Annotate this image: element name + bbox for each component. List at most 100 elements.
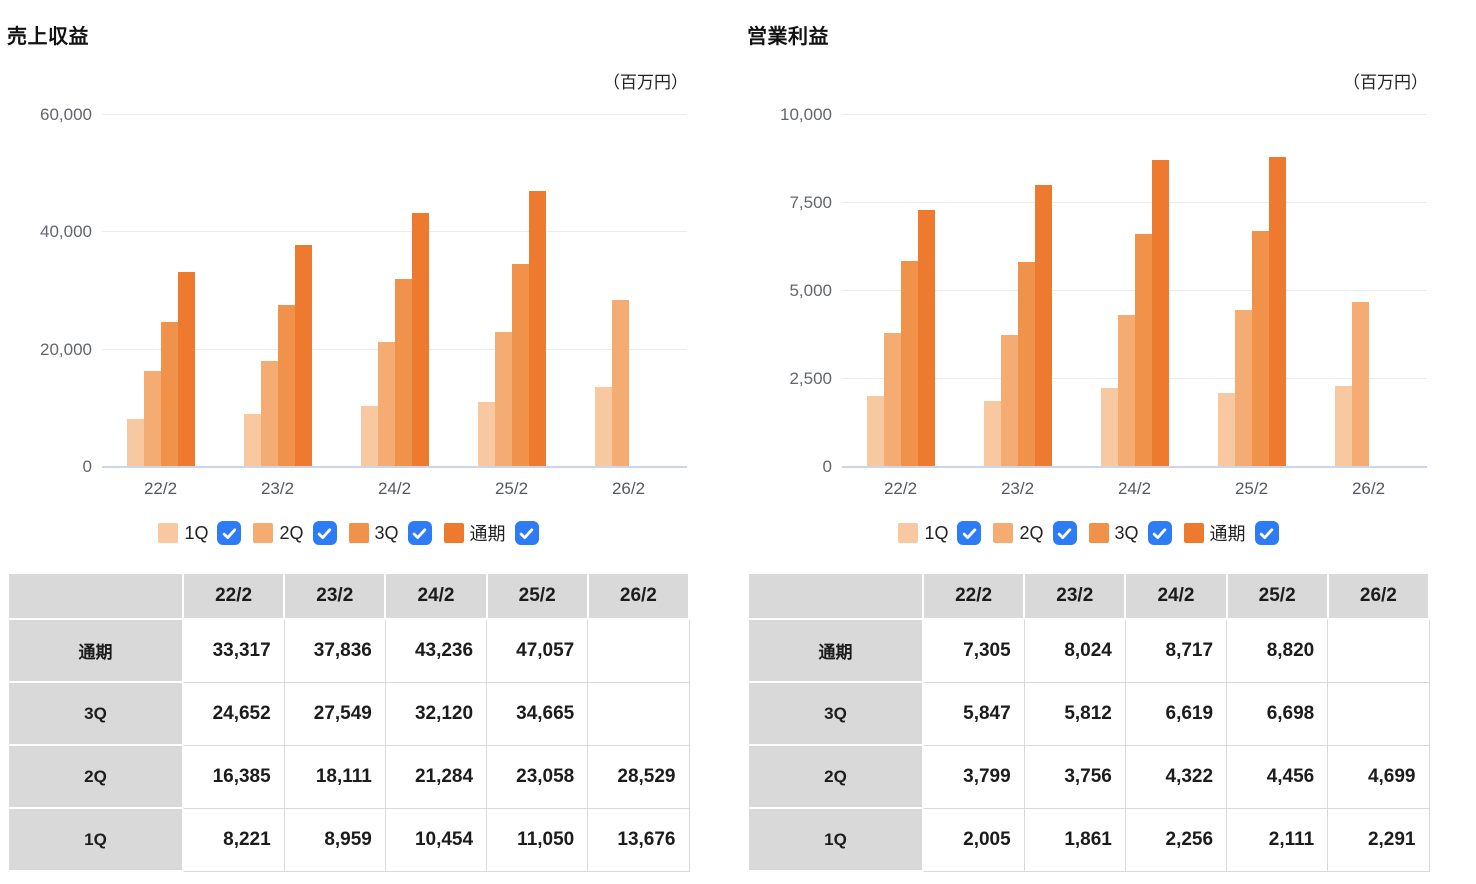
table-cell: 8,820 — [1226, 618, 1329, 683]
table-col-header-24/2: 24/2 — [1124, 572, 1228, 620]
legend-item-1Q[interactable]: 1Q — [898, 521, 982, 545]
table-cell: 5,812 — [1023, 681, 1126, 746]
legend-checkbox[interactable] — [407, 521, 432, 545]
bar-group-26/2 — [570, 115, 687, 467]
bar-group-25/2 — [453, 115, 570, 467]
table-col-header-24/2: 24/2 — [384, 572, 488, 620]
gridline — [842, 114, 1427, 115]
bar-1Q-23/2 — [983, 401, 1001, 467]
bar-3Q-25/2 — [511, 264, 529, 467]
bar-group-26/2 — [1310, 115, 1427, 467]
table-cell: 32,120 — [384, 681, 488, 746]
bar-3Q-23/2 — [277, 305, 295, 467]
unit-label: （百万円） — [1343, 73, 1428, 92]
legend-item-3Q[interactable]: 3Q — [1088, 521, 1172, 545]
bar-通期-24/2 — [411, 213, 429, 467]
y-tick-label: 40,000 — [40, 222, 92, 242]
legend-item-1Q[interactable]: 1Q — [158, 521, 242, 545]
legend-label: 通期 — [1209, 524, 1246, 544]
table-cell: 34,665 — [486, 681, 589, 746]
table-row-label: 通期 — [7, 618, 184, 683]
legend-label: 2Q — [279, 522, 304, 543]
table-cell: 21,284 — [384, 744, 488, 809]
legend-swatch — [1183, 523, 1204, 543]
table-cell: 6,698 — [1226, 681, 1329, 746]
chart-title: 売上収益 — [7, 26, 89, 48]
legend-checkbox[interactable] — [312, 521, 337, 545]
bar-3Q-22/2 — [160, 322, 178, 467]
bar-2Q-22/2 — [143, 371, 161, 467]
bar-2Q-26/2 — [1351, 302, 1369, 467]
check-icon — [1259, 527, 1274, 539]
legend-item-通期[interactable]: 通期 — [443, 520, 539, 546]
legend-swatch — [158, 523, 179, 543]
bar-group-22/2 — [102, 115, 219, 467]
legend-item-2Q[interactable]: 2Q — [253, 521, 337, 545]
y-tick-label: 0 — [822, 457, 832, 476]
table-row-2Q: 2Q 3,799 3,756 4,322 4,456 4,699 — [747, 744, 1430, 809]
table-cell: 13,676 — [587, 807, 690, 872]
legend-checkbox[interactable] — [1254, 521, 1279, 545]
bar-group-25/2 — [1193, 115, 1310, 467]
gridline — [102, 231, 687, 233]
bar-通期-24/2 — [1151, 160, 1169, 467]
x-axis-line — [842, 466, 1427, 468]
table-cell: 37,836 — [283, 618, 386, 683]
table-cell: 16,385 — [182, 744, 285, 809]
bar-3Q-22/2 — [900, 261, 918, 467]
legend-item-2Q[interactable]: 2Q — [993, 521, 1077, 545]
bar-3Q-25/2 — [1251, 231, 1269, 467]
table-cell: 2,291 — [1327, 807, 1430, 872]
x-tick-label: 22/2 — [883, 479, 918, 498]
bar-1Q-25/2 — [1217, 393, 1235, 467]
table-col-header-23/2: 23/2 — [283, 572, 387, 620]
bar-通期-23/2 — [294, 245, 312, 467]
y-axis-labels: 0 20,000 40,000 60,000 — [7, 105, 92, 476]
x-tick-label: 26/2 — [611, 479, 646, 498]
legend-checkbox[interactable] — [217, 521, 242, 545]
bar-1Q-24/2 — [1100, 388, 1118, 467]
legend-checkbox[interactable] — [1052, 521, 1077, 545]
plot-area — [102, 114, 687, 468]
check-icon — [222, 527, 237, 539]
legend-checkbox[interactable] — [514, 521, 539, 545]
legend-swatch — [898, 523, 919, 543]
data-table: 22/2 23/2 24/2 25/2 26/2 通期 7,305 8,024 8,717 8,8… — [747, 572, 1431, 872]
table-row-label: 2Q — [747, 744, 924, 809]
plot-area — [842, 114, 1427, 468]
table-row-label: 通期 — [747, 618, 924, 683]
table-row-1Q: 1Q 8,221 8,959 10,454 11,050 13,676 — [7, 807, 690, 872]
table-cell: 1,861 — [1023, 807, 1126, 872]
legend-label: 通期 — [469, 524, 506, 544]
table-col-header-22/2: 22/2 — [181, 572, 286, 620]
bar-2Q-25/2 — [1234, 310, 1252, 467]
table-row-label: 1Q — [747, 807, 924, 872]
bar-通期-25/2 — [528, 191, 546, 467]
y-tick-label: 7,500 — [789, 193, 832, 212]
table-row-通期: 通期 7,305 8,024 8,717 8,820 — [747, 618, 1430, 683]
x-tick-label: 26/2 — [1351, 479, 1386, 498]
legend-checkbox[interactable] — [1147, 521, 1172, 545]
table-cell — [1327, 618, 1430, 683]
legend-item-通期[interactable]: 通期 — [1183, 520, 1279, 546]
bar-1Q-23/2 — [243, 414, 261, 467]
table-header-row: 22/2 23/2 24/2 25/2 26/2 — [7, 572, 691, 620]
legend-item-3Q[interactable]: 3Q — [348, 521, 432, 545]
chart-legend: 1Q 2Q 3Q 通期 — [747, 520, 1430, 546]
legend-label: 3Q — [1114, 522, 1139, 543]
legend-checkbox[interactable] — [957, 521, 982, 545]
table-cell: 10,454 — [384, 807, 488, 872]
bar-2Q-23/2 — [260, 361, 278, 467]
x-tick-label: 25/2 — [494, 479, 529, 498]
table-cell: 43,236 — [384, 618, 488, 683]
table-row-label: 2Q — [7, 744, 184, 809]
legend-label: 1Q — [924, 522, 949, 543]
bar-3Q-24/2 — [1134, 234, 1152, 467]
bar-2Q-25/2 — [494, 332, 512, 467]
table-cell: 18,111 — [283, 744, 386, 809]
table-row-label: 3Q — [7, 681, 184, 746]
legend-swatch — [443, 523, 464, 543]
table-cell: 28,529 — [587, 744, 690, 809]
check-icon — [412, 527, 427, 539]
table-row-3Q: 3Q 5,847 5,812 6,619 6,698 — [747, 681, 1430, 746]
